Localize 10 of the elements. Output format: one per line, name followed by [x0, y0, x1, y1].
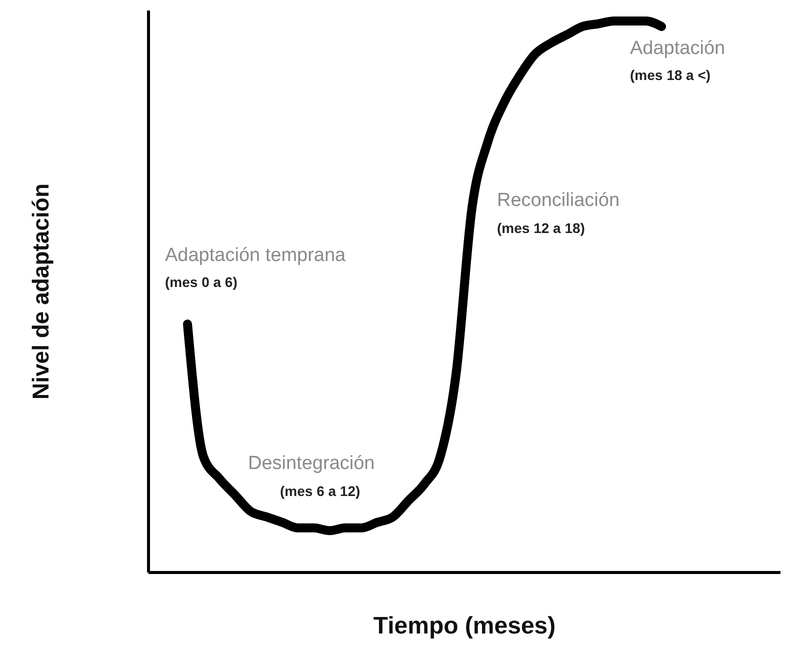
annotation: (mes 12 a 18) — [497, 220, 585, 236]
x-axis-title: Tiempo (meses) — [373, 612, 556, 640]
annotation: Adaptación — [630, 38, 726, 59]
annotation: (mes 0 a 6) — [165, 274, 238, 290]
y-axis-title: Nivel de adaptación — [28, 183, 54, 400]
annotation: (mes 6 a 12) — [280, 483, 360, 499]
annotation: Adaptación temprana — [165, 245, 346, 266]
annotation: Desintegración — [248, 453, 375, 474]
annotation: Reconciliación — [497, 190, 620, 211]
annotation: (mes 18 a <) — [630, 67, 711, 83]
